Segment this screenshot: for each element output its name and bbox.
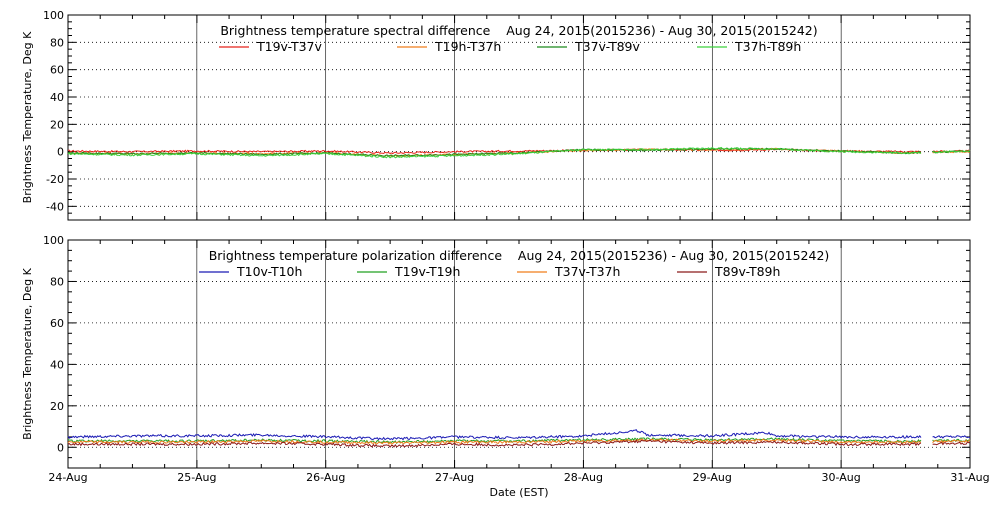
legend-label: T37h-T89h	[734, 39, 801, 54]
legend-label: T19h-T37h	[434, 39, 501, 54]
plot-frame	[67, 14, 971, 221]
x-tick-label: 29-Aug	[693, 471, 732, 484]
y-tick-label: -40	[46, 200, 64, 213]
y-tick-label: 40	[50, 358, 64, 371]
legend-label: T19v-T19h	[394, 264, 460, 279]
y-tick-label: 100	[43, 234, 64, 247]
legend-label: T37v-T89v	[574, 39, 641, 54]
series-line	[67, 146, 971, 159]
x-tick-label: 27-Aug	[435, 471, 474, 484]
legend-label: T37v-T37h	[554, 264, 620, 279]
chart-panel-2: 0 20 40 60 80 100 24-Aug 25-Aug 26-Aug 27-Aug 28-A…	[21, 234, 990, 499]
series-line	[67, 429, 971, 441]
x-tick-label: 25-Aug	[177, 471, 216, 484]
plot-frame	[67, 239, 971, 469]
x-tick-label: 30-Aug	[822, 471, 861, 484]
chart-panel-1: -40 -20 0 20 40 60 80 100 Brightness temperature…	[21, 9, 971, 221]
chart-title: Brightness temperature spectral differen…	[220, 23, 817, 38]
y-tick-label: 0	[57, 441, 64, 454]
y-tick-label: 20	[50, 400, 64, 413]
y-axis-label: Brightness Temperature, Deg K	[21, 31, 34, 203]
y-axis-label: Brightness Temperature, Deg K	[21, 267, 34, 439]
y-tick-label: 60	[50, 64, 64, 77]
y-tick-label: 60	[50, 317, 64, 330]
y-tick-label: 100	[43, 9, 64, 22]
chart-title: Brightness temperature polarization diff…	[209, 248, 830, 263]
x-tick-label: 24-Aug	[48, 471, 87, 484]
legend-label: T89v-T89h	[714, 264, 780, 279]
y-tick-label: 20	[50, 118, 64, 131]
x-tick-label: 26-Aug	[306, 471, 345, 484]
y-tick-label: 40	[50, 91, 64, 104]
series-line	[67, 438, 971, 446]
y-tick-label: 0	[57, 146, 64, 159]
y-tick-label: 80	[50, 36, 64, 49]
x-tick-label: 31-Aug	[950, 471, 989, 484]
x-tick-label: 28-Aug	[564, 471, 603, 484]
y-tick-label: -20	[46, 173, 64, 186]
legend-label: T10v-T10h	[236, 264, 302, 279]
series-line	[67, 439, 971, 448]
x-axis-label: Date (EST)	[489, 486, 548, 499]
legend-label: T19v-T37v	[256, 39, 323, 54]
y-tick-label: 80	[50, 275, 64, 288]
